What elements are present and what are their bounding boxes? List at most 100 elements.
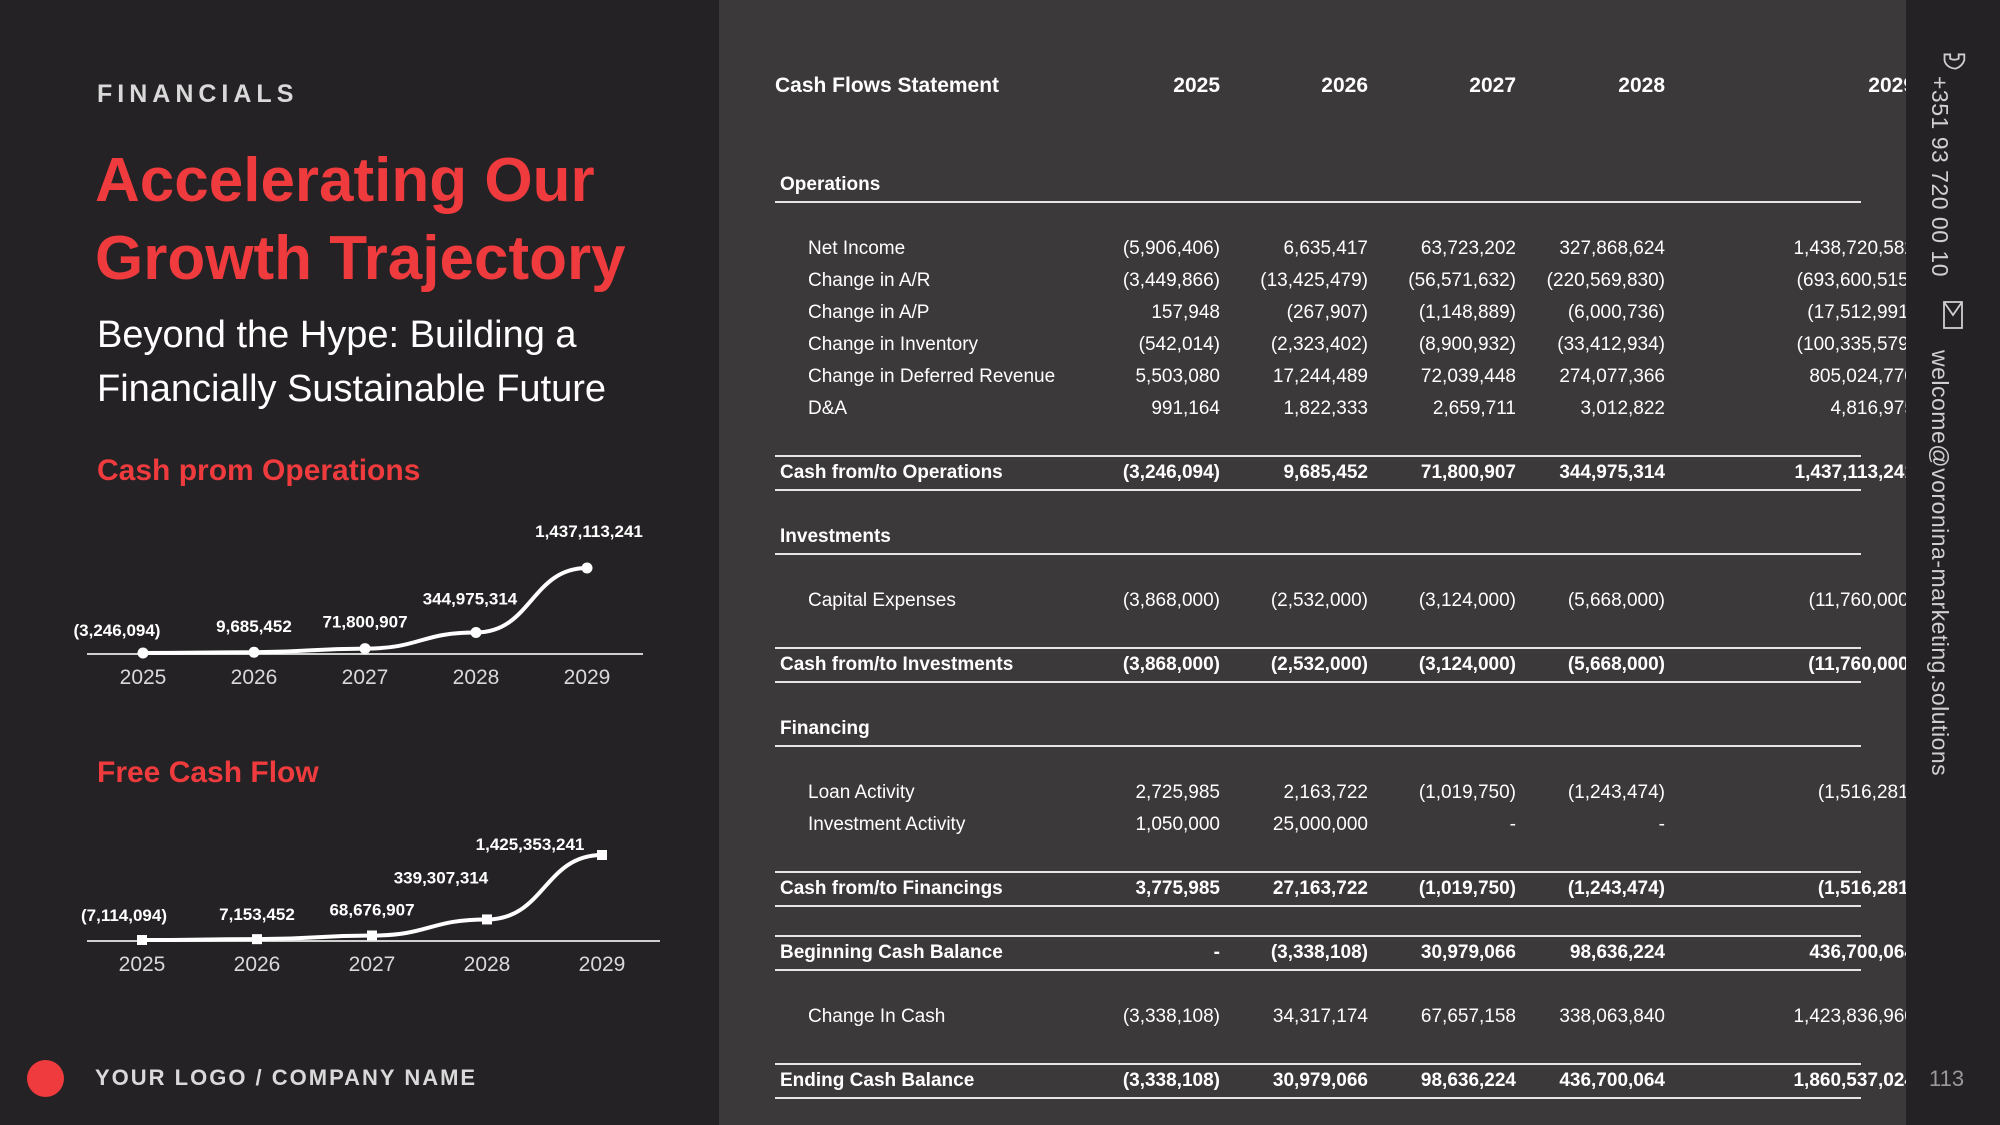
company-name: YOUR LOGO / COMPANY NAME — [95, 1065, 478, 1090]
row-value: (3,338,108) — [1122, 1006, 1220, 1027]
row-value: 9,685,452 — [1283, 462, 1368, 483]
table-title: Cash Flows Statement — [775, 74, 1000, 97]
row-value: 67,657,158 — [1420, 1006, 1516, 1027]
section-divider — [775, 201, 1861, 203]
table-row: Change in A/P 157,948 (267,907) (1,148,889)… — [775, 298, 1915, 328]
row-value: - — [1509, 814, 1516, 835]
row-label: Investment Activity — [808, 814, 966, 835]
chart-operations-svg: (3,246,094) 2025 9,685,452 2026 71,800,907 20… — [74, 522, 643, 689]
chart-title-free-cash-flow: Free Cash Flow — [97, 756, 319, 789]
data-point — [482, 914, 492, 925]
chart-free-cash-flow-svg: (7,114,094) 2025 7,153,452 2026 68,676,907 20… — [81, 835, 660, 976]
row-value: - — [1658, 814, 1665, 835]
year-header: 2029 — [1868, 74, 1915, 97]
page-title-line-2: Growth Trajectory — [95, 224, 626, 293]
table-section-row: Operations — [775, 170, 1861, 200]
page-subtitle-line-2: Financially Sustainable Future — [97, 368, 607, 410]
total-bottom-rule — [775, 489, 1861, 491]
row-label: Change in A/R — [808, 270, 931, 291]
data-label: 9,685,452 — [216, 617, 292, 636]
data-label: (7,114,094) — [81, 906, 167, 925]
row-label: Change In Cash — [808, 1006, 946, 1027]
tick-label: 2029 — [564, 666, 611, 689]
row-label: Financing — [780, 718, 870, 739]
row-value: 338,063,840 — [1559, 1006, 1665, 1027]
tick-label: 2027 — [342, 666, 389, 689]
row-value: 991,164 — [1151, 398, 1220, 419]
year-header: 2026 — [1321, 74, 1368, 97]
row-value: 6,635,417 — [1283, 238, 1368, 259]
row-value: (1,243,474) — [1567, 782, 1665, 803]
total-bottom-rule — [775, 681, 1861, 683]
page-title-line-1: Accelerating Our — [95, 146, 595, 215]
row-value: 71,800,907 — [1420, 462, 1516, 483]
row-value: 63,723,202 — [1420, 238, 1516, 259]
table-row: Investment Activity 1,050,000 25,000,000 - -… — [775, 810, 1915, 840]
chart-operations: (3,246,094) 2025 9,685,452 2026 71,800,907 20… — [70, 500, 670, 720]
tick-label: 2029 — [579, 953, 626, 976]
total-top-rule — [775, 1063, 1861, 1065]
row-label: Net Income — [808, 238, 906, 259]
total-top-rule — [775, 871, 1861, 873]
row-label: Investments — [780, 526, 891, 547]
row-value: (2,532,000) — [1270, 654, 1368, 675]
chart-free-cash-flow: (7,114,094) 2025 7,153,452 2026 68,676,907 20… — [70, 800, 670, 1020]
tick-label: 2028 — [464, 953, 511, 976]
table-section-row: Financing — [775, 714, 1861, 744]
row-value: (8,900,932) — [1418, 334, 1516, 355]
tick-label: 2025 — [120, 666, 167, 689]
row-value: 344,975,314 — [1559, 462, 1665, 483]
row-value: 72,039,448 — [1420, 366, 1516, 387]
row-label: Capital Expenses — [808, 590, 956, 611]
row-value: 274,077,366 — [1559, 366, 1665, 387]
tick-label: 2025 — [119, 953, 166, 976]
data-point — [367, 930, 377, 941]
row-value: 30,979,066 — [1272, 1070, 1368, 1091]
data-label: 71,800,907 — [322, 613, 407, 632]
cash-flow-table-panel: Cash Flows Statement 2025 2026 2027 2028 2029… — [719, 0, 1915, 1125]
table-total-row: Cash from/to Financings 3,775,985 27,163,7… — [775, 874, 1915, 904]
table-total-row: Cash from/to Investments (3,868,000) (2,53… — [775, 650, 1915, 680]
row-value: (3,124,000) — [1418, 654, 1516, 675]
row-value: (5,668,000) — [1567, 590, 1665, 611]
page-title: Accelerating Our Growth Trajectory — [95, 142, 715, 298]
row-label: Cash from/to Operations — [780, 462, 1003, 483]
table-total-row: Ending Cash Balance (3,338,108) 30,979,066… — [775, 1066, 1915, 1096]
total-top-rule — [775, 455, 1861, 457]
row-value: - — [1765, 810, 1915, 840]
table-section-row: Investments — [775, 522, 1861, 552]
row-value: 1,438,720,582 — [1793, 238, 1915, 259]
data-point — [597, 850, 607, 860]
row-value: 436,700,064 — [1559, 1070, 1665, 1091]
data-label: (3,246,094) — [74, 621, 161, 640]
table-row: Loan Activity 2,725,985 2,163,722 (1,019,75… — [775, 778, 1915, 808]
data-point — [137, 647, 149, 659]
row-value: (56,571,632) — [1408, 270, 1516, 291]
row-value: (5,906,406) — [1122, 238, 1220, 259]
row-value: 27,163,722 — [1272, 878, 1368, 899]
phone-number[interactable]: +351 93 720 00 10 — [1927, 76, 1953, 277]
row-label: Operations — [780, 174, 881, 195]
year-header: 2027 — [1469, 74, 1516, 97]
row-value: 436,700,064 — [1809, 942, 1915, 963]
total-bottom-rule — [775, 905, 1861, 907]
row-value: 1,050,000 — [1135, 814, 1220, 835]
row-value: (3,868,000) — [1122, 654, 1220, 675]
contact-sidebar: +351 93 720 00 10 welcome@voronina-marke… — [1906, 0, 2000, 1125]
table-row: Change in Deferred Revenue 5,503,080 17,24… — [775, 362, 1915, 392]
year-header: 2025 — [1173, 74, 1220, 97]
page-subtitle: Beyond the Hype: Building a Financially … — [97, 308, 697, 416]
row-value: (2,532,000) — [1270, 590, 1368, 611]
row-value: (542,014) — [1138, 334, 1220, 355]
row-value: 2,659,711 — [1432, 398, 1516, 419]
row-value: 1,437,113,241 — [1794, 462, 1915, 483]
row-value: 327,868,624 — [1559, 238, 1665, 259]
year-header: 2028 — [1618, 74, 1665, 97]
row-value: (3,449,866) — [1122, 270, 1220, 291]
row-value: (11,760,000) — [1808, 654, 1915, 675]
row-value: (3,338,108) — [1270, 942, 1368, 963]
row-value: 3,012,822 — [1580, 398, 1665, 419]
email-address[interactable]: welcome@voronina-marketing.solutions — [1927, 350, 1953, 777]
table-header-row: Cash Flows Statement 2025 2026 2027 2028 2029 — [775, 74, 1915, 104]
data-label: 68,676,907 — [329, 901, 414, 920]
